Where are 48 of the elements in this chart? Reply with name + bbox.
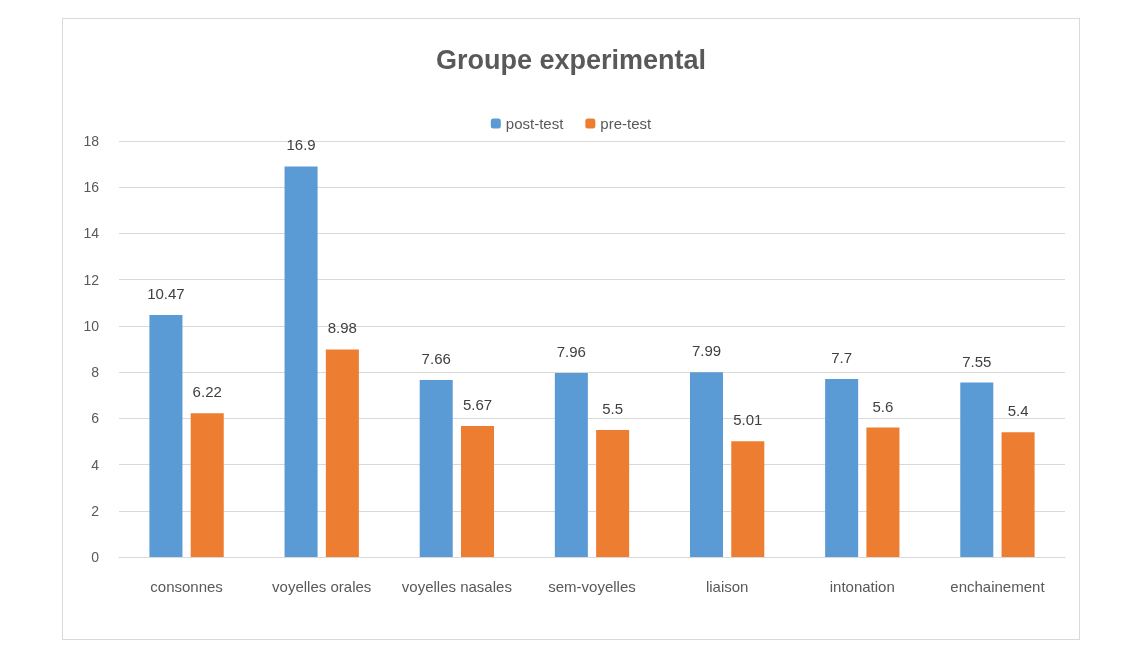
y-tick-label: 6 bbox=[91, 410, 100, 427]
x-tick-label: voyelles nasales bbox=[401, 577, 512, 595]
y-tick-label: 12 bbox=[83, 271, 100, 288]
data-label: 5.01 bbox=[733, 411, 763, 429]
bar bbox=[866, 427, 900, 557]
data-label: 7.96 bbox=[556, 343, 586, 361]
x-tick-label: enchainement bbox=[950, 577, 1046, 595]
bar bbox=[825, 379, 859, 557]
data-label: 5.67 bbox=[462, 395, 493, 413]
data-label: 5.6 bbox=[872, 397, 894, 415]
bar bbox=[190, 413, 224, 557]
data-label: 5.4 bbox=[1007, 402, 1029, 420]
legend-label: post-test bbox=[505, 115, 565, 132]
bar bbox=[284, 166, 318, 557]
data-label: 7.99 bbox=[691, 342, 722, 360]
data-label: 7.55 bbox=[962, 352, 992, 370]
data-label: 10.47 bbox=[147, 285, 185, 303]
bar bbox=[460, 425, 495, 557]
y-tick-label: 14 bbox=[83, 225, 100, 242]
x-tick-label: intonation bbox=[829, 577, 895, 595]
data-label: 7.7 bbox=[831, 349, 853, 367]
bar bbox=[554, 373, 588, 557]
y-tick-label: 10 bbox=[83, 317, 100, 334]
x-tick-label: sem-voyelles bbox=[548, 577, 636, 595]
data-label: 6.22 bbox=[192, 383, 222, 401]
bar bbox=[960, 382, 994, 557]
x-tick-label: consonnes bbox=[150, 577, 223, 595]
bar bbox=[731, 441, 765, 557]
chart-title: Groupe experimental bbox=[435, 44, 707, 75]
data-label: 8.98 bbox=[327, 319, 357, 337]
y-tick-label: 2 bbox=[91, 502, 100, 519]
data-label: 5.5 bbox=[602, 399, 624, 417]
bar bbox=[689, 372, 724, 557]
bar bbox=[1001, 432, 1035, 557]
y-tick-label: 18 bbox=[83, 133, 100, 149]
y-tick-label: 16 bbox=[83, 179, 100, 196]
x-tick-label: liaison bbox=[705, 577, 749, 595]
x-tick-label: voyelles orales bbox=[272, 577, 372, 595]
data-label: 7.66 bbox=[421, 349, 451, 367]
data-label: 16.9 bbox=[286, 136, 316, 154]
bar bbox=[596, 429, 630, 557]
y-tick-label: 8 bbox=[91, 364, 100, 381]
bar bbox=[419, 379, 453, 557]
legend-label: pre-test bbox=[600, 115, 653, 132]
bar bbox=[325, 349, 359, 557]
bar bbox=[149, 315, 183, 557]
y-tick-label: 4 bbox=[91, 456, 100, 473]
y-tick-label: 0 bbox=[91, 549, 100, 565]
